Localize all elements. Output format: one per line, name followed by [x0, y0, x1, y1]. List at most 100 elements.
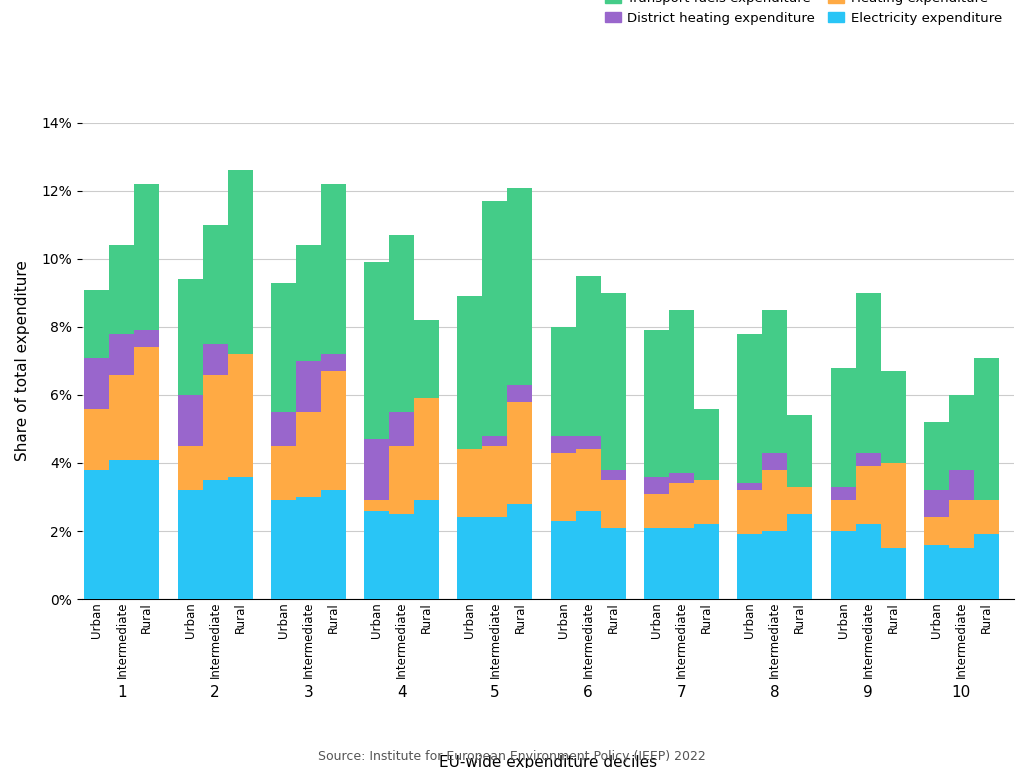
Bar	[482, 435, 508, 446]
Bar	[551, 327, 575, 435]
Bar	[296, 361, 321, 412]
Bar	[881, 548, 905, 599]
Bar	[575, 276, 601, 435]
Bar	[830, 487, 855, 501]
Bar	[787, 514, 812, 599]
Bar	[458, 296, 482, 449]
Bar	[365, 263, 389, 439]
X-axis label: EU-wide expenditure deciles: EU-wide expenditure deciles	[438, 755, 657, 768]
Bar	[737, 334, 762, 483]
Bar	[949, 395, 974, 470]
Bar	[178, 446, 203, 490]
Bar	[110, 334, 134, 375]
Bar	[694, 480, 719, 525]
Bar	[694, 525, 719, 599]
Bar	[855, 453, 881, 466]
Bar	[227, 354, 253, 477]
Text: by income deciles in the EU27, 2020: by income deciles in the EU27, 2020	[270, 73, 754, 97]
Bar	[551, 453, 575, 521]
Bar	[669, 483, 694, 528]
Bar	[110, 245, 134, 334]
Text: 1: 1	[117, 685, 127, 700]
Bar	[949, 470, 974, 501]
Bar	[924, 518, 949, 545]
Bar	[508, 385, 532, 402]
Bar	[134, 184, 160, 330]
Bar	[178, 280, 203, 395]
Bar	[508, 187, 532, 385]
Bar	[365, 511, 389, 599]
Text: 5: 5	[490, 685, 500, 700]
Bar	[787, 487, 812, 514]
Bar	[855, 293, 881, 453]
Bar	[924, 422, 949, 490]
Bar	[389, 514, 414, 599]
Bar	[414, 501, 439, 599]
Bar	[482, 446, 508, 518]
Bar	[84, 409, 110, 470]
Bar	[227, 170, 253, 354]
Bar	[271, 283, 296, 412]
Bar	[389, 446, 414, 514]
Bar	[414, 320, 439, 399]
Bar	[762, 310, 787, 453]
Bar	[365, 439, 389, 501]
Bar	[551, 521, 575, 599]
Bar	[110, 459, 134, 599]
Bar	[134, 330, 160, 347]
Bar	[227, 477, 253, 599]
Bar	[321, 490, 346, 599]
Bar	[296, 497, 321, 599]
Bar	[949, 501, 974, 548]
Bar	[601, 293, 626, 470]
Bar	[974, 358, 998, 501]
Text: 2: 2	[210, 685, 220, 700]
Text: 6: 6	[584, 685, 593, 700]
Bar	[855, 525, 881, 599]
Bar	[737, 535, 762, 599]
Bar	[458, 518, 482, 599]
Bar	[881, 371, 905, 463]
Bar	[134, 347, 160, 459]
Bar	[830, 368, 855, 487]
Bar	[855, 466, 881, 525]
Bar	[737, 490, 762, 535]
Bar	[296, 412, 321, 497]
Text: Source: Institute for European Environment Policy (IEEP) 2022: Source: Institute for European Environme…	[318, 750, 706, 763]
Bar	[644, 494, 669, 528]
Bar	[575, 511, 601, 599]
Bar	[321, 371, 346, 490]
Bar	[321, 184, 346, 354]
Text: 8: 8	[770, 685, 779, 700]
Bar	[389, 412, 414, 446]
Bar	[271, 412, 296, 446]
Bar	[694, 409, 719, 480]
Bar	[203, 375, 227, 480]
Legend: Transport fuels expenditure, District heating expenditure, Heating expenditure, : Transport fuels expenditure, District he…	[599, 0, 1008, 30]
Bar	[508, 504, 532, 599]
Bar	[84, 470, 110, 599]
Bar	[296, 245, 321, 361]
Bar	[924, 490, 949, 518]
Bar	[551, 435, 575, 453]
Bar	[414, 399, 439, 501]
Bar	[575, 449, 601, 511]
Bar	[644, 330, 669, 477]
Bar	[737, 483, 762, 490]
Bar	[365, 501, 389, 511]
Bar	[924, 545, 949, 599]
Bar	[830, 501, 855, 531]
Bar	[601, 480, 626, 528]
Bar	[458, 449, 482, 518]
Bar	[974, 535, 998, 599]
Text: 3: 3	[303, 685, 313, 700]
Bar	[508, 402, 532, 504]
Bar	[389, 235, 414, 412]
Bar	[669, 473, 694, 483]
Bar	[84, 358, 110, 409]
Bar	[762, 453, 787, 470]
Bar	[949, 548, 974, 599]
Bar	[134, 459, 160, 599]
Bar	[575, 435, 601, 449]
Bar	[178, 395, 203, 446]
